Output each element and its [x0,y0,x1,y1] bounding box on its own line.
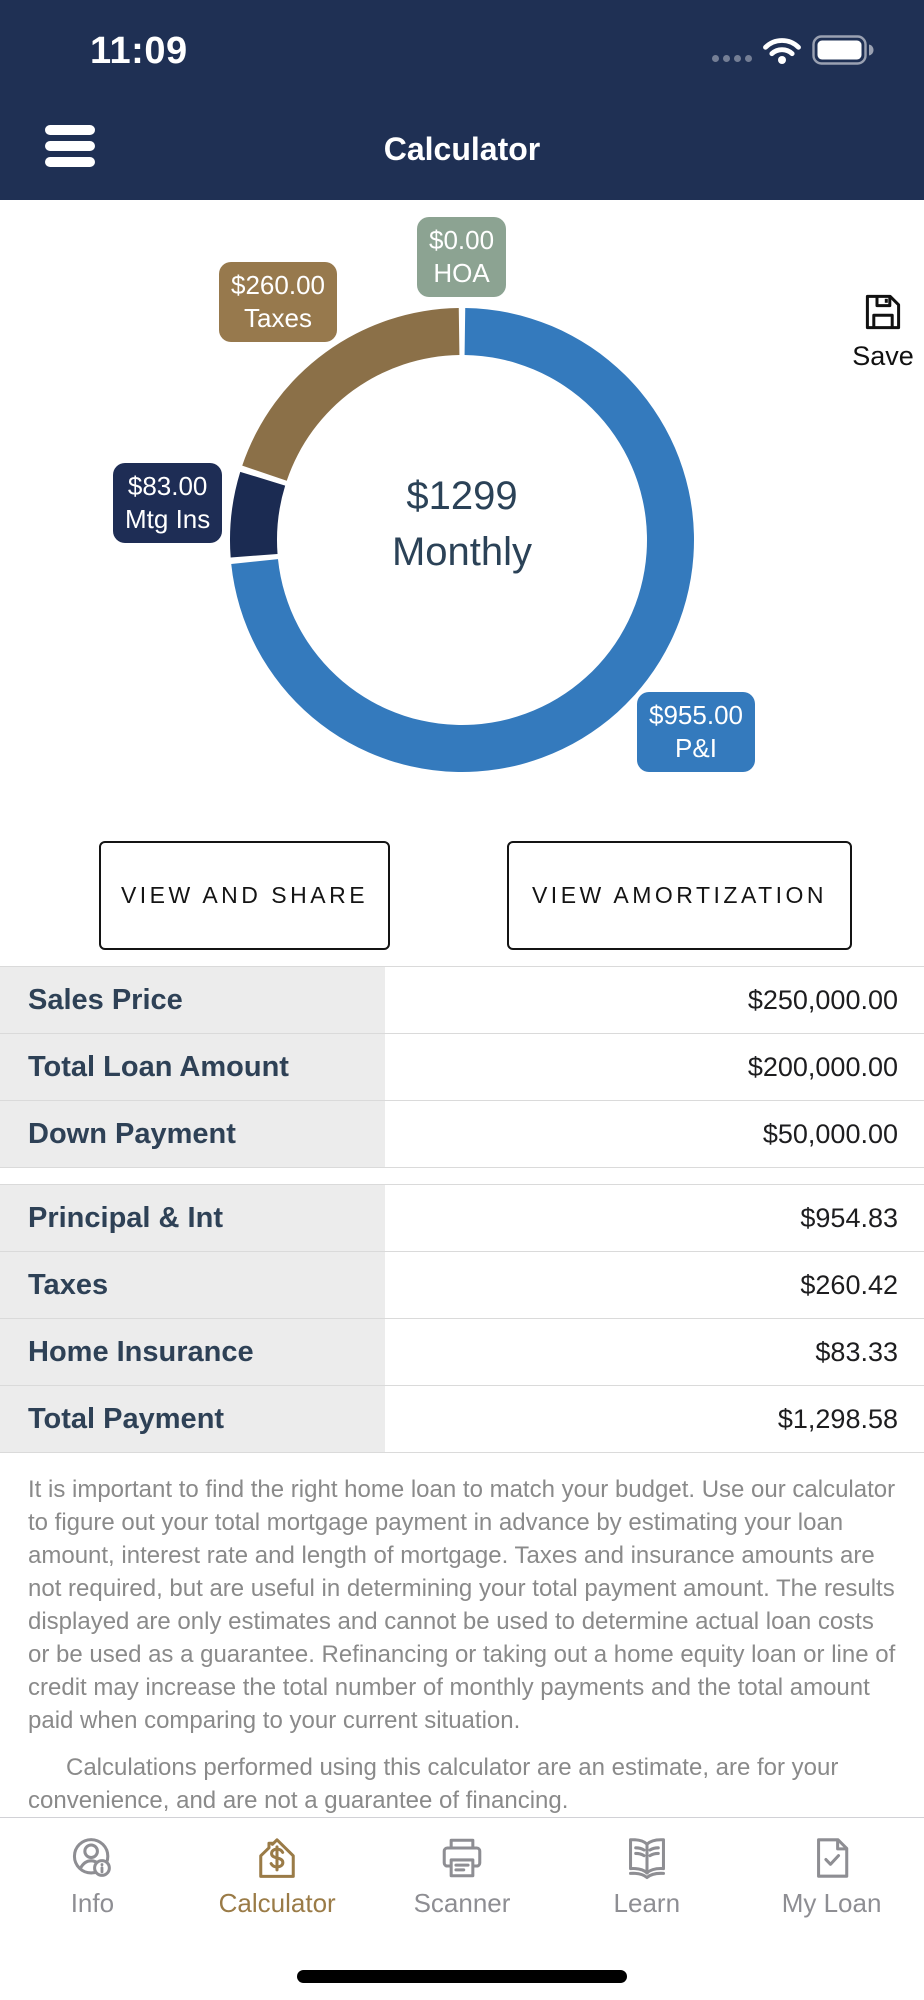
table-row: Total Loan Amount $200,000.00 [0,1034,924,1101]
row-value: $250,000.00 [747,984,898,1015]
printer-icon [436,1832,488,1884]
view-and-share-button[interactable]: VIEW AND SHARE [99,841,390,950]
save-label: Save [852,341,914,371]
table-row: Total Payment $1,298.58 [0,1386,924,1453]
tab-scanner[interactable]: Scanner [370,1818,555,1919]
tab-label: My Loan [781,1888,882,1918]
mtg-ins-label: Mtg Ins [125,504,211,534]
row-label: Total Payment [0,1386,385,1452]
chart-center-text: $1299 Monthly [312,468,612,580]
status-time: 11:09 [90,30,188,72]
open-book-icon [621,1832,673,1884]
monthly-payment-value: $1299 [406,474,518,518]
mtg-ins-value: $83.00 [127,471,208,501]
person-info-icon [66,1832,118,1884]
donut-segment-mtg-ins [229,471,286,558]
payment-table: Principal & Int $954.83 Taxes $260.42 Ho… [0,1184,924,1453]
row-label: Taxes [0,1252,385,1318]
save-button[interactable]: Save [844,288,922,372]
taxes-label: Taxes [244,303,312,333]
row-value: $1,298.58 [777,1403,898,1434]
row-label: Sales Price [0,967,385,1033]
home-indicator[interactable] [297,1970,627,1983]
pi-value: $955.00 [649,700,743,730]
tab-my-loan[interactable]: My Loan [739,1818,924,1919]
disclaimer-paragraph-1: It is important to find the right home l… [28,1476,896,1734]
document-check-icon [806,1832,858,1884]
row-value: $260.42 [800,1269,898,1300]
table-row: Principal & Int $954.83 [0,1185,924,1252]
tab-info[interactable]: Info [0,1818,185,1919]
pi-callout: $955.00 P&I [637,692,755,772]
header: 11:09 Calculator [0,0,924,200]
row-label: Principal & Int [0,1185,385,1251]
row-value: $954.83 [800,1202,898,1233]
row-label: Down Payment [0,1101,385,1167]
menu-icon[interactable] [45,125,95,167]
payment-donut-chart [229,308,694,772]
monthly-payment-label: Monthly [391,530,533,574]
cellular-signal-icon [712,55,752,62]
disclaimer-text: It is important to find the right home l… [28,1473,896,1817]
tab-calculator[interactable]: Calculator [185,1818,370,1919]
tab-label: Calculator [218,1888,336,1918]
bottom-tab-bar: Info Calculator [0,1817,924,2000]
table-row: Home Insurance $83.33 [0,1319,924,1386]
tab-label: Info [70,1888,115,1918]
loan-table: Sales Price $250,000.00 Total Loan Amoun… [0,966,924,1168]
table-row: Taxes $260.42 [0,1252,924,1319]
pi-label: P&I [675,733,717,763]
wifi-icon [762,36,802,70]
disclaimer-paragraph-2: Calculations performed using this calcul… [28,1754,839,1814]
row-label: Home Insurance [0,1319,385,1385]
page-title: Calculator [383,131,541,167]
tab-label: Learn [613,1888,681,1918]
floppy-disk-icon [859,294,907,339]
row-value: $83.33 [815,1336,898,1367]
taxes-callout: $260.00 Taxes [219,262,337,342]
tab-label: Scanner [413,1888,511,1918]
taxes-value: $260.00 [231,270,325,300]
row-value: $50,000.00 [762,1118,898,1149]
table-row: Down Payment $50,000.00 [0,1101,924,1168]
hoa-callout: $0.00 HOA [417,217,507,297]
house-dollar-icon [251,1832,303,1884]
row-value: $200,000.00 [747,1051,898,1082]
tab-learn[interactable]: Learn [554,1818,739,1919]
table-row: Sales Price $250,000.00 [0,967,924,1034]
row-label: Total Loan Amount [0,1034,385,1100]
mtg-ins-callout: $83.00 Mtg Ins [113,463,223,543]
donut-segment-taxes [242,308,460,481]
hoa-value: $0.00 [429,225,495,255]
battery-icon [812,35,874,70]
view-amortization-button[interactable]: VIEW AMORTIZATION [507,841,852,950]
hoa-label: HOA [433,258,490,288]
